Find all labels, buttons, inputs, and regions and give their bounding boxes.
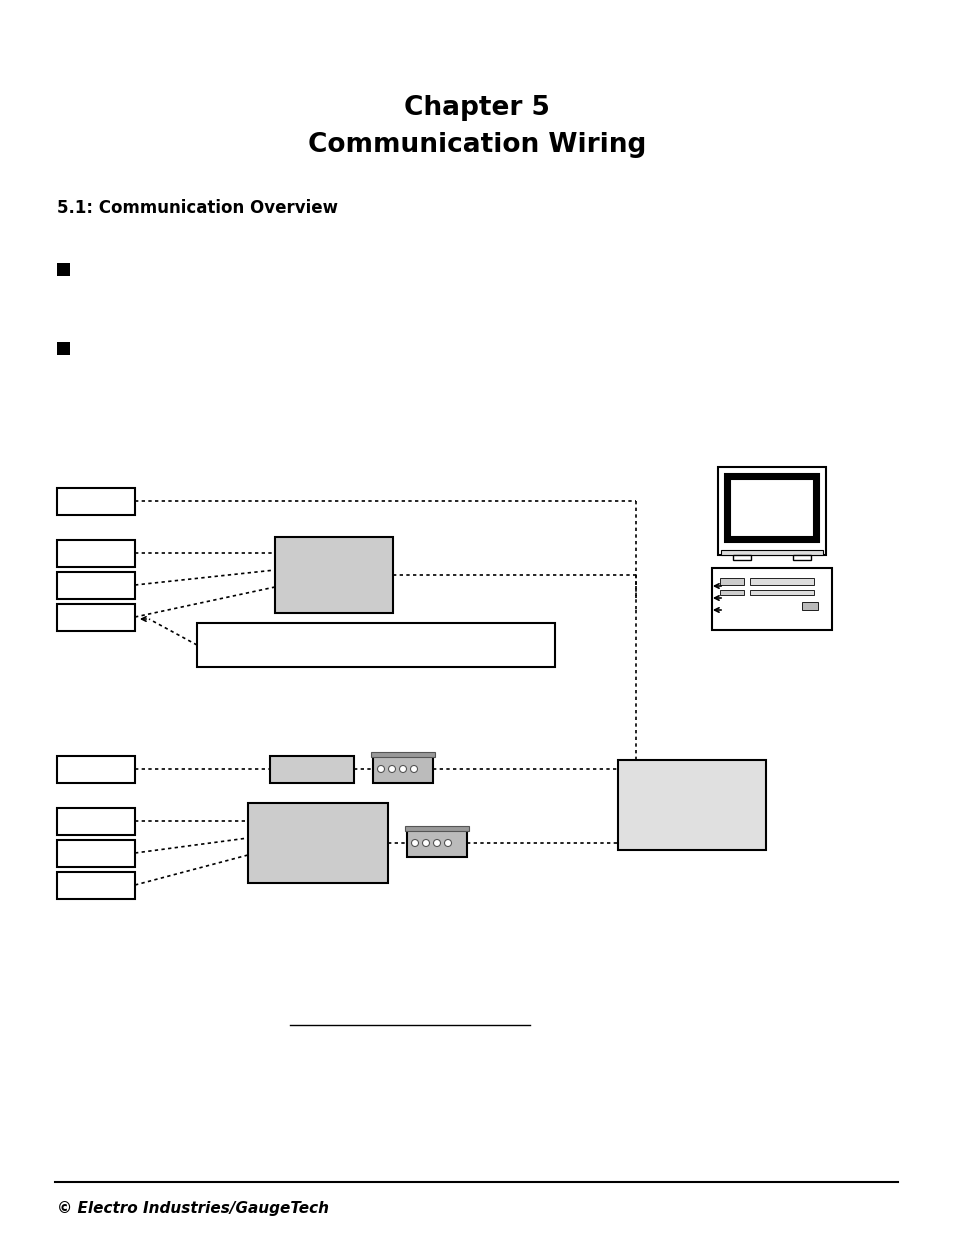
Text: Communication Wiring: Communication Wiring	[308, 132, 645, 158]
Bar	[718, 467, 825, 555]
Circle shape	[377, 766, 384, 773]
Bar	[373, 756, 433, 783]
Bar	[749, 578, 813, 585]
Bar	[270, 756, 354, 783]
Bar	[724, 474, 818, 542]
Bar	[618, 760, 765, 850]
Text: © Electro Industries/GaugeTech: © Electro Industries/GaugeTech	[57, 1200, 329, 1215]
Circle shape	[388, 766, 395, 773]
Circle shape	[411, 840, 418, 846]
Bar	[274, 537, 393, 613]
Bar	[732, 555, 750, 559]
Circle shape	[422, 840, 429, 846]
Bar	[720, 590, 743, 595]
Bar	[57, 488, 135, 515]
Bar	[57, 572, 135, 599]
Bar	[720, 578, 743, 585]
Bar	[57, 840, 135, 867]
Bar	[407, 830, 467, 857]
Bar	[196, 622, 555, 667]
Bar	[57, 808, 135, 835]
Circle shape	[410, 766, 417, 773]
Bar	[57, 756, 135, 783]
Circle shape	[444, 840, 451, 846]
Bar	[57, 604, 135, 631]
Text: Chapter 5: Chapter 5	[404, 95, 549, 121]
Bar	[749, 590, 813, 595]
Bar	[371, 752, 435, 757]
Circle shape	[433, 840, 440, 846]
Bar	[57, 872, 135, 899]
Bar	[801, 601, 817, 610]
Circle shape	[399, 766, 406, 773]
Bar	[720, 550, 822, 555]
Bar	[57, 263, 70, 275]
Bar	[405, 826, 469, 831]
Bar	[729, 479, 813, 537]
Bar	[248, 803, 388, 883]
Bar	[57, 342, 70, 354]
Bar	[711, 568, 831, 630]
Bar	[57, 540, 135, 567]
Text: 5.1: Communication Overview: 5.1: Communication Overview	[57, 199, 337, 217]
Bar	[792, 555, 810, 559]
